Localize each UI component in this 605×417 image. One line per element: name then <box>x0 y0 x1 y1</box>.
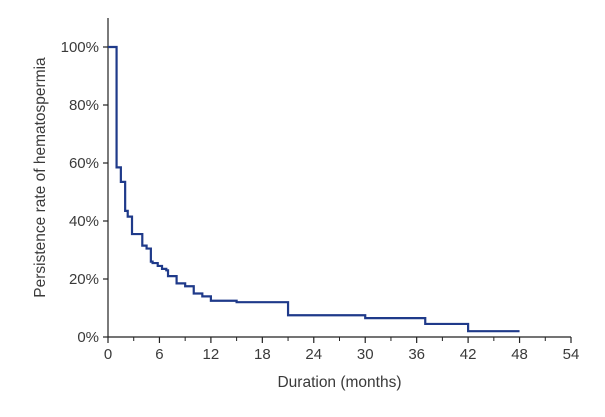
x-tick-label: 18 <box>254 346 271 363</box>
x-tick-label: 0 <box>104 346 112 363</box>
y-tick-label: 100% <box>61 39 99 56</box>
persistence-step-line <box>108 45 520 333</box>
x-tick-label: 12 <box>203 346 220 363</box>
x-tick-label: 36 <box>408 346 425 363</box>
y-axis-title: Persistence rate of hematospermia <box>32 57 49 298</box>
y-tick-label: 60% <box>69 155 99 172</box>
y-ticks: 0% 20% 40% 60% 80% 100% <box>61 39 108 346</box>
x-ticks: 0 6 12 18 24 30 36 42 48 54 <box>104 337 580 363</box>
x-tick-label: 48 <box>511 346 528 363</box>
y-tick-label: 80% <box>69 97 99 114</box>
x-tick-label: 24 <box>305 346 322 363</box>
x-tick-label: 42 <box>460 346 477 363</box>
y-tick-label: 40% <box>69 213 99 230</box>
x-tick-label: 54 <box>563 346 580 363</box>
x-tick-label: 30 <box>357 346 374 363</box>
axes <box>107 18 571 338</box>
x-tick-label: 6 <box>155 346 163 363</box>
x-axis-title: Duration (months) <box>277 374 401 391</box>
y-tick-label: 20% <box>69 271 99 288</box>
y-tick-label: 0% <box>77 329 99 346</box>
